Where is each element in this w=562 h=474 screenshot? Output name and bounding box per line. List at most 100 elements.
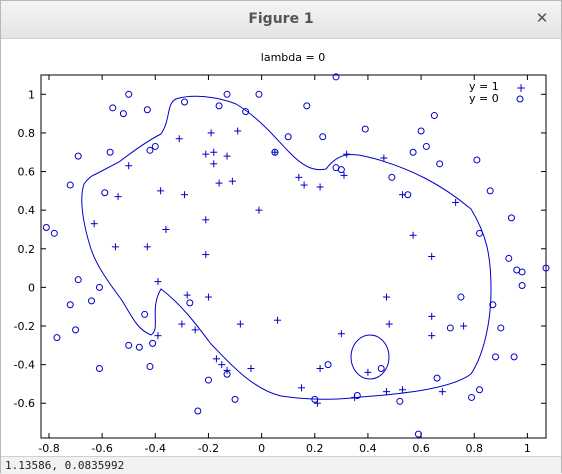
- circle-marker: [125, 341, 133, 349]
- plus-marker: [398, 386, 406, 394]
- legend-marker-plus: +: [516, 81, 526, 95]
- circle-marker: [492, 353, 499, 361]
- circle-marker: [223, 370, 231, 378]
- plus-marker: [236, 320, 244, 328]
- plus-marker: [228, 177, 236, 185]
- circle-marker: [66, 181, 74, 189]
- plus-marker: [247, 364, 255, 372]
- circle-marker: [143, 106, 151, 114]
- circle-marker: [284, 133, 292, 141]
- plus-marker: [212, 355, 220, 363]
- plus-marker: [111, 243, 119, 251]
- circle-marker: [303, 102, 311, 110]
- plus-marker: [202, 150, 210, 158]
- plus-marker: [428, 312, 436, 320]
- decision-boundary-main: [81, 95, 492, 400]
- circle-marker: [361, 125, 369, 133]
- decision-boundary-island: [350, 334, 390, 380]
- x-tick-label: -0.2: [198, 442, 219, 455]
- plot-canvas[interactable]: lambda = 0 -0.8 -0.6 -0.4 -0.2 0 0.2 0.4 0.6 0.8…: [1, 39, 561, 456]
- plus-marker: [207, 129, 215, 137]
- plus-marker: [316, 183, 324, 191]
- circle-marker: [74, 152, 82, 160]
- plus-marker: [218, 361, 226, 369]
- window-title: Figure 1: [248, 11, 314, 27]
- plus-marker: [255, 206, 263, 214]
- plus-marker: [364, 368, 372, 376]
- y-tick-label: 0: [28, 281, 35, 294]
- plus-marker: [460, 322, 468, 330]
- x-tick-label: 0.8: [465, 442, 483, 455]
- status-bar: 1.13586, 0.0835992: [1, 456, 561, 474]
- plus-marker: [438, 388, 446, 396]
- y-tick-label: -0.4: [14, 359, 35, 372]
- plus-marker: [223, 366, 231, 374]
- plus-marker: [162, 225, 170, 233]
- x-tick-label: 0.4: [359, 442, 377, 455]
- circle-marker: [332, 164, 340, 172]
- data-points: [42, 73, 550, 438]
- plus-marker: [202, 216, 210, 224]
- circle-marker: [468, 393, 476, 401]
- circle-marker: [135, 343, 143, 351]
- circle-marker: [436, 160, 444, 168]
- circle-marker: [353, 392, 361, 400]
- x-tick-label: -0.4: [145, 442, 166, 455]
- plus-marker: [154, 332, 162, 340]
- circle-marker: [414, 430, 422, 438]
- circle-marker: [311, 395, 319, 403]
- circle-marker: [42, 224, 50, 232]
- x-axis-ticks: -0.8 -0.6 -0.4 -0.2 0 0.2 0.4 0.6 0.8 1: [38, 75, 531, 455]
- circle-marker: [319, 133, 327, 141]
- circle-marker: [223, 90, 231, 98]
- circle-marker: [404, 191, 412, 199]
- decision-boundary: [81, 95, 492, 400]
- circle-marker: [215, 102, 223, 110]
- x-tick-label: 0: [258, 442, 265, 455]
- plus-marker: [178, 320, 186, 328]
- circle-marker: [542, 264, 550, 272]
- circle-marker: [489, 301, 497, 309]
- circle-marker: [95, 283, 103, 291]
- plus-marker: [295, 173, 303, 181]
- circle-marker: [510, 353, 518, 361]
- y-tick-label: 0.6: [18, 166, 36, 179]
- plus-marker: [210, 160, 218, 168]
- plus-marker: [428, 332, 436, 340]
- y-tick-label: 1: [28, 88, 35, 101]
- plus-marker: [385, 320, 393, 328]
- legend-marker-circle: [516, 95, 524, 103]
- plus-marker: [90, 220, 98, 228]
- circle-marker: [396, 397, 404, 405]
- circle-marker: [457, 293, 465, 301]
- title-bar[interactable]: Figure 1 ✕: [1, 1, 561, 39]
- cursor-coordinates: 1.13586, 0.0835992: [5, 459, 125, 472]
- circle-marker: [388, 173, 396, 181]
- circle-marker: [74, 276, 82, 284]
- circle-marker: [377, 364, 385, 372]
- plus-marker: [143, 243, 151, 251]
- circle-marker: [119, 110, 127, 118]
- plot-title: lambda = 0: [261, 51, 325, 64]
- scatter-plot: lambda = 0 -0.8 -0.6 -0.4 -0.2 0 0.2 0.4 0.6 0.8…: [14, 51, 550, 455]
- circle-marker: [518, 281, 526, 289]
- circle-marker: [95, 364, 103, 372]
- circle-marker: [324, 361, 332, 369]
- circle-marker: [231, 395, 239, 403]
- circle-marker: [53, 334, 61, 342]
- circle-marker: [149, 339, 157, 347]
- plus-marker: [383, 388, 391, 396]
- close-icon[interactable]: ✕: [535, 9, 549, 27]
- legend: y = 1 + y = 0: [469, 80, 526, 105]
- plus-marker: [210, 148, 218, 156]
- plus-marker: [183, 291, 191, 299]
- plus-marker: [297, 384, 305, 392]
- plus-marker: [181, 191, 189, 199]
- y-tick-label: 0.4: [18, 204, 36, 217]
- circle-marker: [242, 108, 250, 116]
- plus-marker: [215, 179, 223, 187]
- circle-marker: [422, 142, 430, 150]
- circle-marker: [101, 189, 109, 197]
- circle-marker: [417, 127, 425, 135]
